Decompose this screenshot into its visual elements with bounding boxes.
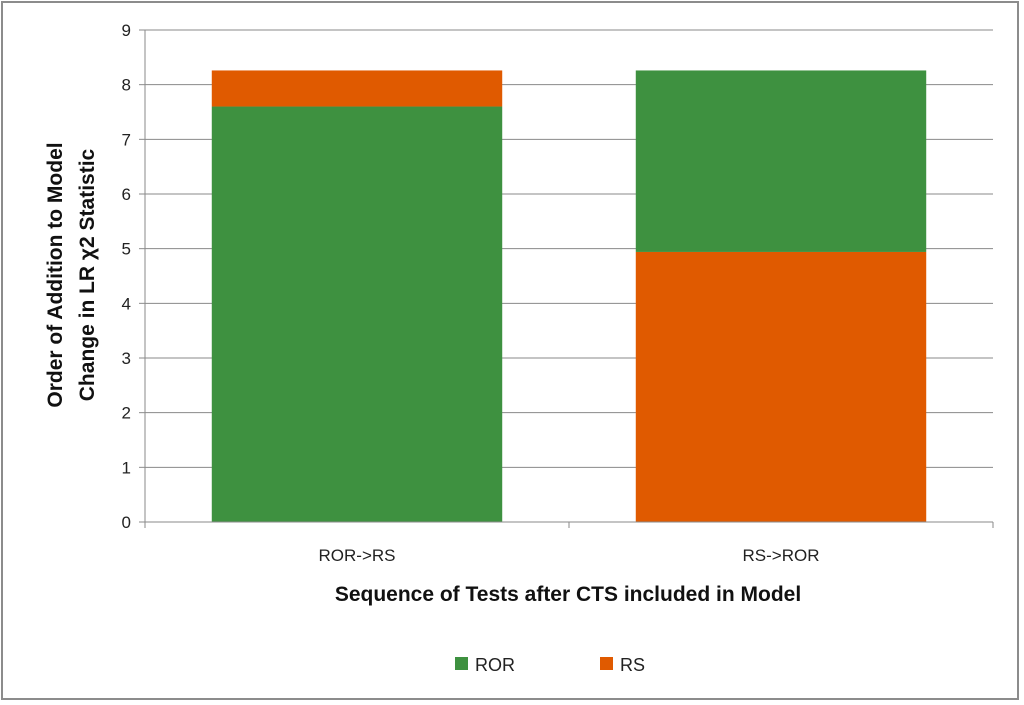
x-category-label: RS->ROR <box>743 546 820 565</box>
legend-swatch <box>455 657 468 670</box>
legend-swatch <box>600 657 613 670</box>
y-tick-label: 9 <box>122 21 131 40</box>
y-tick-label: 7 <box>122 130 131 149</box>
bar-segment-rs-2 <box>635 251 927 523</box>
legend: ROR RS <box>455 655 645 675</box>
y-tick-label: 8 <box>122 76 131 95</box>
x-category-label: ROR->RS <box>319 546 396 565</box>
x-category-labels: ROR->RS RS->ROR <box>319 546 820 565</box>
bar-segment-rs-1 <box>211 70 503 107</box>
y-tick-labels: 0 1 2 3 4 5 6 7 8 9 <box>122 21 131 532</box>
axes <box>139 29 994 528</box>
y-tick-label: 5 <box>122 240 131 259</box>
y-tick-label: 6 <box>122 185 131 204</box>
legend-label: ROR <box>475 655 515 675</box>
bar-segment-ror-1 <box>211 106 503 523</box>
y-tick-label: 3 <box>122 349 131 368</box>
bar-segment-ror-2 <box>635 70 927 252</box>
y-axis-title-line-2: Change in LR χ2 Statistic <box>76 148 99 401</box>
legend-label: RS <box>620 655 645 675</box>
y-axis-title-line-1: Order of Addition to Model <box>44 142 67 407</box>
y-tick-label: 2 <box>122 404 131 423</box>
legend-item-rs: RS <box>600 655 645 675</box>
bars <box>211 70 927 523</box>
y-tick-label: 0 <box>122 513 131 532</box>
y-tick-label: 1 <box>122 458 131 477</box>
legend-item-ror: ROR <box>455 655 515 675</box>
y-axis-title: Order of Addition to Model Change in LR … <box>44 142 99 407</box>
y-tick-label: 4 <box>122 294 131 313</box>
x-axis-title: Sequence of Tests after CTS included in … <box>335 583 801 606</box>
